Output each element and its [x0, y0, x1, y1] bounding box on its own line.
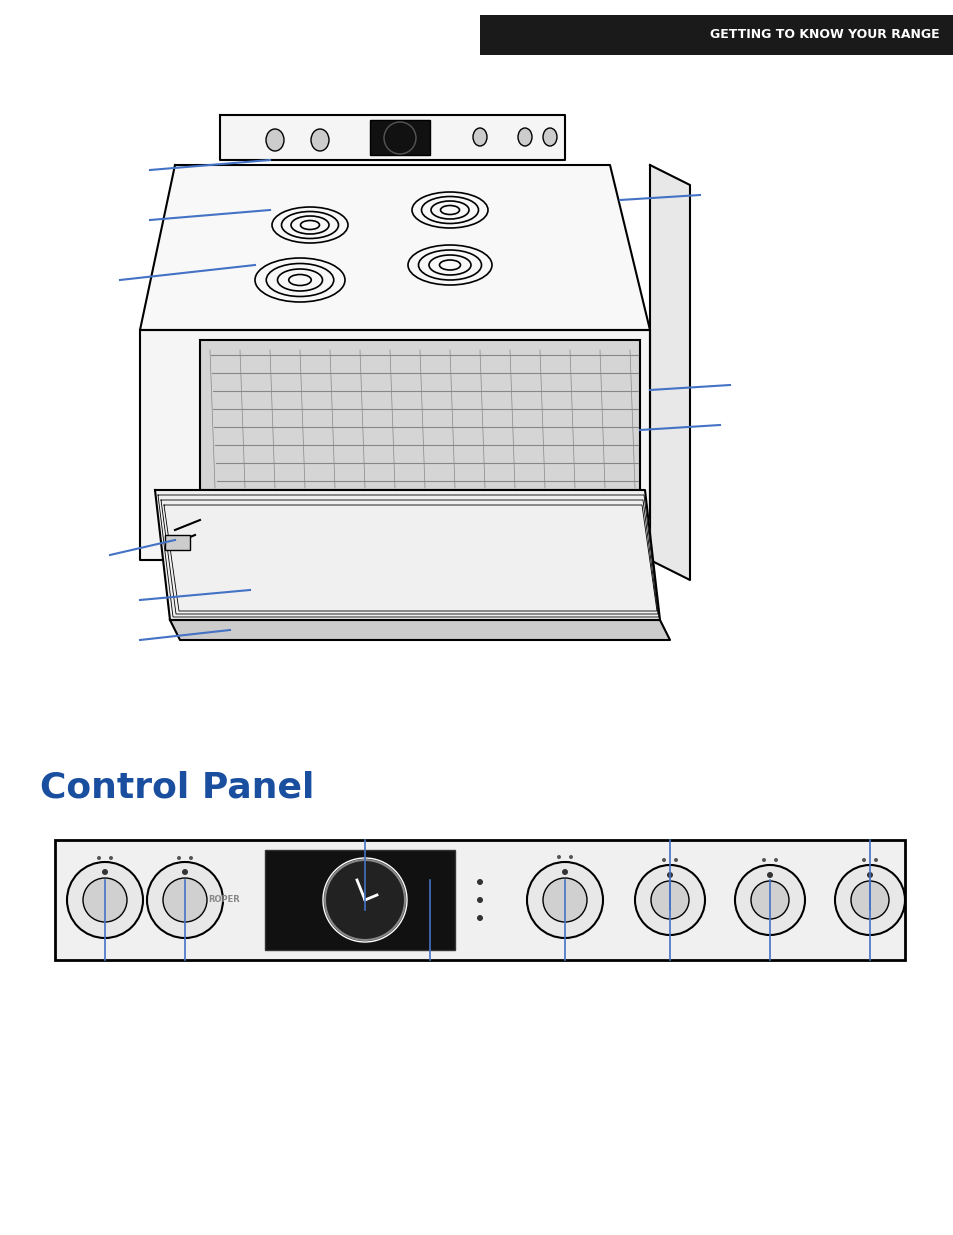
Circle shape [163, 878, 207, 923]
Circle shape [866, 872, 872, 878]
Ellipse shape [311, 128, 329, 151]
Circle shape [561, 869, 567, 876]
Circle shape [666, 872, 672, 878]
Text: GETTING TO KNOW YOUR RANGE: GETTING TO KNOW YOUR RANGE [710, 28, 939, 42]
Circle shape [734, 864, 804, 935]
Bar [200, 340, 639, 490]
Circle shape [476, 915, 482, 921]
Circle shape [109, 856, 112, 860]
Circle shape [83, 878, 127, 923]
Text: Control Panel: Control Panel [40, 769, 314, 804]
Circle shape [542, 878, 586, 923]
Circle shape [673, 858, 678, 862]
Circle shape [476, 879, 482, 885]
Ellipse shape [517, 128, 532, 146]
Circle shape [557, 855, 560, 860]
Polygon shape [649, 165, 689, 580]
Bar [265, 850, 455, 950]
Bar [55, 840, 904, 960]
Text: ROPER: ROPER [208, 895, 240, 904]
Bar [479, 15, 953, 56]
Circle shape [384, 122, 416, 154]
Circle shape [177, 856, 181, 860]
Circle shape [766, 872, 772, 878]
Circle shape [661, 858, 665, 862]
Polygon shape [170, 620, 669, 640]
Circle shape [526, 862, 602, 939]
Circle shape [635, 864, 704, 935]
Circle shape [476, 897, 482, 903]
Ellipse shape [266, 128, 284, 151]
Circle shape [97, 856, 101, 860]
Circle shape [147, 862, 223, 939]
Polygon shape [140, 165, 649, 330]
Circle shape [325, 860, 405, 940]
Circle shape [102, 869, 108, 876]
Circle shape [773, 858, 778, 862]
Ellipse shape [542, 128, 557, 146]
Circle shape [873, 858, 877, 862]
Circle shape [650, 881, 688, 919]
Ellipse shape [473, 128, 486, 146]
Circle shape [750, 881, 788, 919]
Circle shape [834, 864, 904, 935]
Circle shape [761, 858, 765, 862]
Circle shape [67, 862, 143, 939]
Circle shape [182, 869, 188, 876]
Circle shape [862, 858, 865, 862]
Polygon shape [220, 115, 564, 161]
Bar [165, 535, 190, 550]
Circle shape [850, 881, 888, 919]
Polygon shape [154, 490, 659, 620]
Circle shape [568, 855, 573, 860]
Circle shape [189, 856, 193, 860]
Bar [370, 120, 430, 156]
Polygon shape [140, 330, 649, 559]
